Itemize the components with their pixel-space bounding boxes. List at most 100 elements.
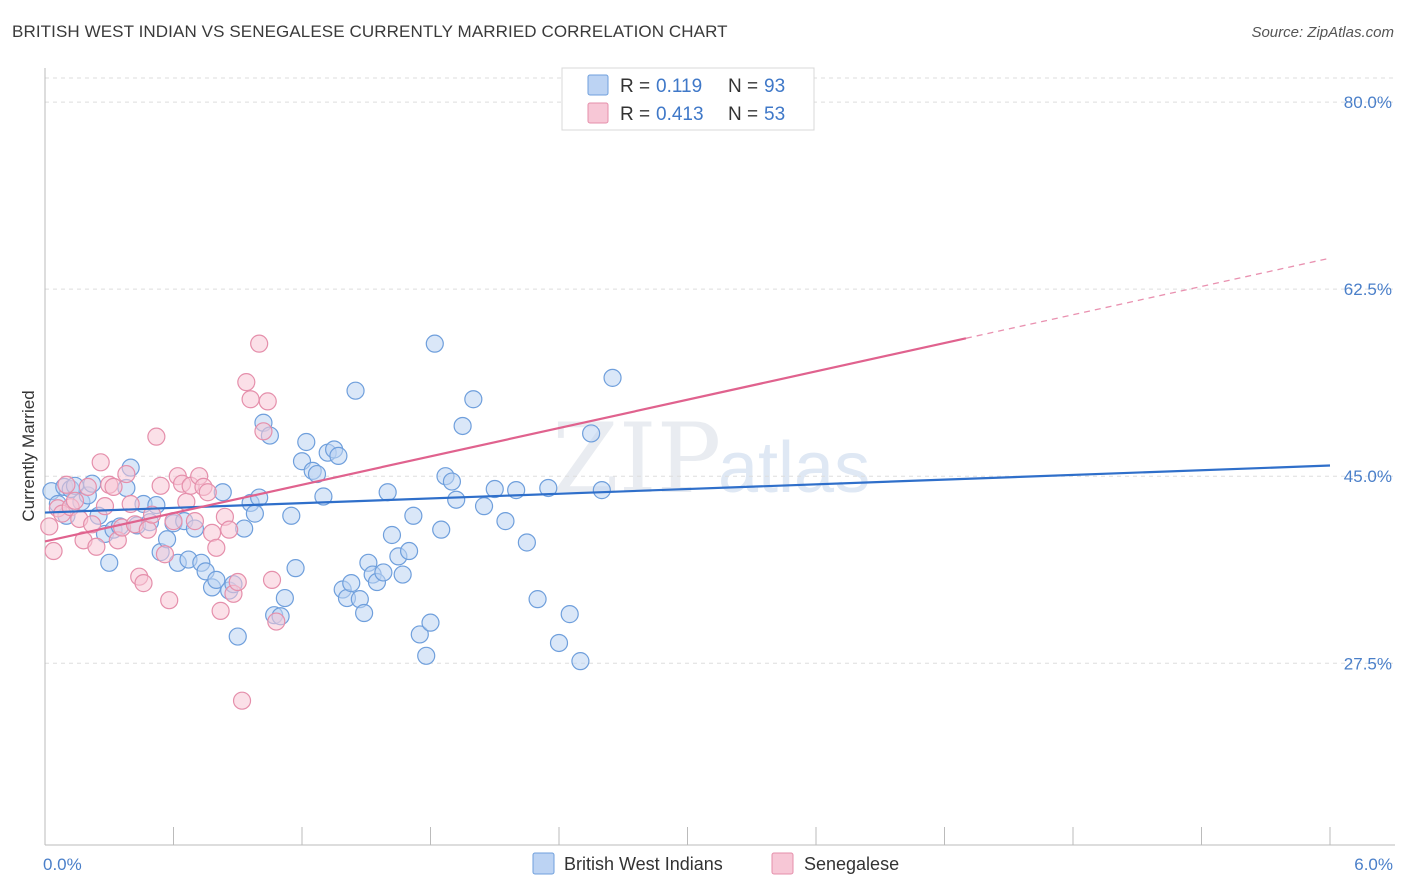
trend-line-pink (44, 337, 967, 543)
legend-n-value-2: 53 (764, 104, 785, 125)
bottom-legend: British West Indians Senegalese (532, 852, 899, 875)
british-west-indians-point-80 (474, 497, 494, 516)
x-tick-labels: 0.0% 6.0% (43, 855, 1393, 874)
british-west-indians-point-67 (393, 565, 412, 584)
british-west-indians-point-86 (539, 478, 558, 498)
senegalese-point-46 (237, 373, 256, 392)
british-west-indians-point-90 (582, 424, 601, 443)
y-axis-label: Currently Married (19, 390, 38, 521)
british-west-indians-point-21 (157, 530, 177, 549)
senegalese-point-49 (254, 422, 273, 441)
watermark-zip: ZIP (552, 403, 721, 515)
senegalese-point-25 (147, 427, 166, 446)
legend-r-label-2: R = (620, 104, 650, 125)
senegalese-point-48 (250, 334, 269, 353)
british-west-indians-point-45 (286, 559, 305, 578)
chart-title: BRITISH WEST INDIAN VS SENEGALESE CURREN… (12, 22, 728, 41)
gridlines (45, 77, 1395, 664)
senegalese-point-9 (78, 477, 97, 496)
british-west-indians-point-37 (245, 504, 264, 523)
legend-n-label-1: N = (728, 76, 758, 97)
senegalese-point-11 (87, 537, 106, 556)
british-west-indians-point-85 (528, 590, 547, 609)
y-tick-labels: 27.5% 45.0% 62.5% 80.0% (1344, 93, 1392, 673)
british-west-indians-point-88 (560, 605, 579, 624)
senegalese-point-34 (185, 512, 205, 531)
axes (44, 68, 1395, 846)
y-tick-label-2: 62.5% (1344, 280, 1392, 299)
legend-r-value-2: 0.413 (656, 104, 704, 125)
bottom-legend-swatch-pink (771, 852, 794, 875)
british-west-indians-point-43 (275, 588, 294, 608)
british-west-indians-point-59 (355, 603, 374, 623)
british-west-indians-point-68 (399, 541, 419, 561)
british-west-indians-point-74 (432, 520, 451, 539)
senegalese-point-28 (160, 591, 179, 610)
british-west-indians-point-57 (346, 381, 365, 400)
bottom-legend-swatch-blue (532, 852, 555, 875)
british-west-indians-point-56 (342, 574, 361, 593)
legend-swatch-pink (587, 102, 609, 124)
source-label: Source: ZipAtlas.com (1251, 24, 1394, 41)
british-west-indians-point-84 (517, 533, 536, 552)
british-west-indians-point-81 (485, 479, 504, 499)
legend-n-value-1: 93 (764, 76, 785, 97)
senegalese-point-51 (262, 570, 282, 589)
y-tick-label-0: 27.5% (1344, 654, 1392, 673)
british-west-indians-point-65 (382, 525, 402, 545)
senegalese-point-26 (151, 476, 170, 495)
british-west-indians-point-73 (425, 334, 444, 353)
british-west-indians-point-79 (464, 390, 483, 409)
senegalese-point-27 (155, 545, 175, 564)
bottom-legend-label-2: Senegalese (804, 854, 899, 874)
british-west-indians-point-82 (496, 512, 515, 531)
senegalese-point-37 (198, 483, 217, 502)
legend-swatch-blue (587, 74, 609, 96)
trend-lines (44, 257, 1331, 543)
british-west-indians-point-50 (314, 487, 333, 506)
senegalese-point-23 (138, 520, 157, 539)
senegalese-point-4 (57, 475, 76, 494)
british-west-indians-point-78 (453, 416, 472, 436)
british-west-indians-point-72 (421, 613, 440, 632)
british-west-indians-point-47 (297, 432, 316, 452)
senegalese-point-44 (228, 572, 247, 592)
british-west-indians-point-70 (410, 625, 429, 644)
british-west-indians-point-87 (549, 633, 569, 653)
legend: R = 0.119 N = 93 R = 0.413 N = 53 (561, 67, 815, 131)
trend-line-pink-extension (965, 257, 1331, 339)
x-tick-label-0: 0.0% (43, 855, 82, 874)
senegalese-point-45 (232, 691, 252, 710)
senegalese-point-0 (40, 517, 59, 536)
senegalese-point-42 (220, 520, 239, 539)
senegalese-point-22 (134, 574, 153, 593)
british-west-indians-point-92 (603, 368, 622, 387)
british-west-indians-point-76 (442, 472, 462, 491)
x-tick-label-1: 6.0% (1354, 855, 1393, 874)
british-west-indians-point-71 (417, 646, 436, 665)
british-west-indians-point-35 (235, 519, 254, 538)
senegalese-point-50 (258, 392, 277, 411)
bottom-legend-label-1: British West Indians (564, 854, 723, 874)
legend-r-label-1: R = (620, 76, 650, 97)
senegalese-point-1 (44, 541, 63, 561)
british-west-indians-point-49 (307, 464, 327, 484)
british-west-indians-point-63 (374, 563, 393, 582)
senegalese-point-39 (207, 538, 226, 557)
british-west-indians-point-34 (228, 627, 247, 646)
senegalese-point-18 (117, 464, 136, 484)
british-west-indians-point-30 (207, 570, 226, 589)
british-west-indians-point-77 (447, 490, 466, 509)
senegalese-point-38 (202, 523, 222, 542)
british-west-indians-point-69 (404, 506, 423, 525)
british-west-indians-point-64 (378, 483, 397, 502)
watermark-atlas: atlas (718, 428, 870, 508)
british-west-indians-point-53 (329, 446, 348, 465)
senegalese-point-6 (65, 491, 85, 510)
trend-line-blue (44, 464, 1331, 514)
british-west-indians-point-44 (282, 506, 301, 525)
senegalese-point-47 (241, 390, 260, 409)
senegalese-point-12 (91, 453, 110, 472)
british-west-indians-point-11 (100, 553, 119, 572)
watermark: ZIP atlas (552, 403, 870, 515)
